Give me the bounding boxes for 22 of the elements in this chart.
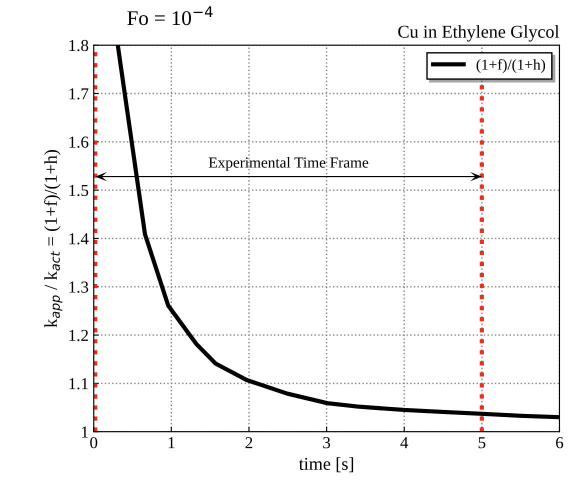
chart-title: Fo = 10$^{−4}$ [127,6,213,26]
x-tick-label: 5 [478,437,486,448]
chart-subtitle: Cu in Ethylene Glycol [398,25,560,42]
y-tick-label: 1.6 [69,136,88,148]
x-tick-label: 1 [168,437,175,448]
y-tick-label: 1.4 [69,233,89,244]
y-tick-label: 1.2 [69,330,88,342]
x-tick-label: 0 [90,437,98,448]
y-tick-label: 1.1 [69,378,88,390]
x-axis-title: time [s] [298,457,354,472]
y-tick-label: 1.7 [69,88,88,100]
x-tick-label: 3 [323,437,330,448]
x-tick-label: 2 [246,437,252,448]
y-axis-title: k$_{app}$ / k$_{act}$ = (1+f)/(1+h) [44,150,62,328]
y-tick-label: 1.8 [69,40,88,52]
annotation: Experimental Time Frame [208,156,368,171]
y-tick-label: 1.3 [69,282,88,293]
legend-label: (1+f)/(1+h) [476,58,546,73]
x-tick-label: 4 [400,437,408,448]
y-tick-label: 1 [82,426,88,438]
y-tick-label: 1.5 [69,184,88,196]
x-tick-label: 6 [556,437,564,448]
